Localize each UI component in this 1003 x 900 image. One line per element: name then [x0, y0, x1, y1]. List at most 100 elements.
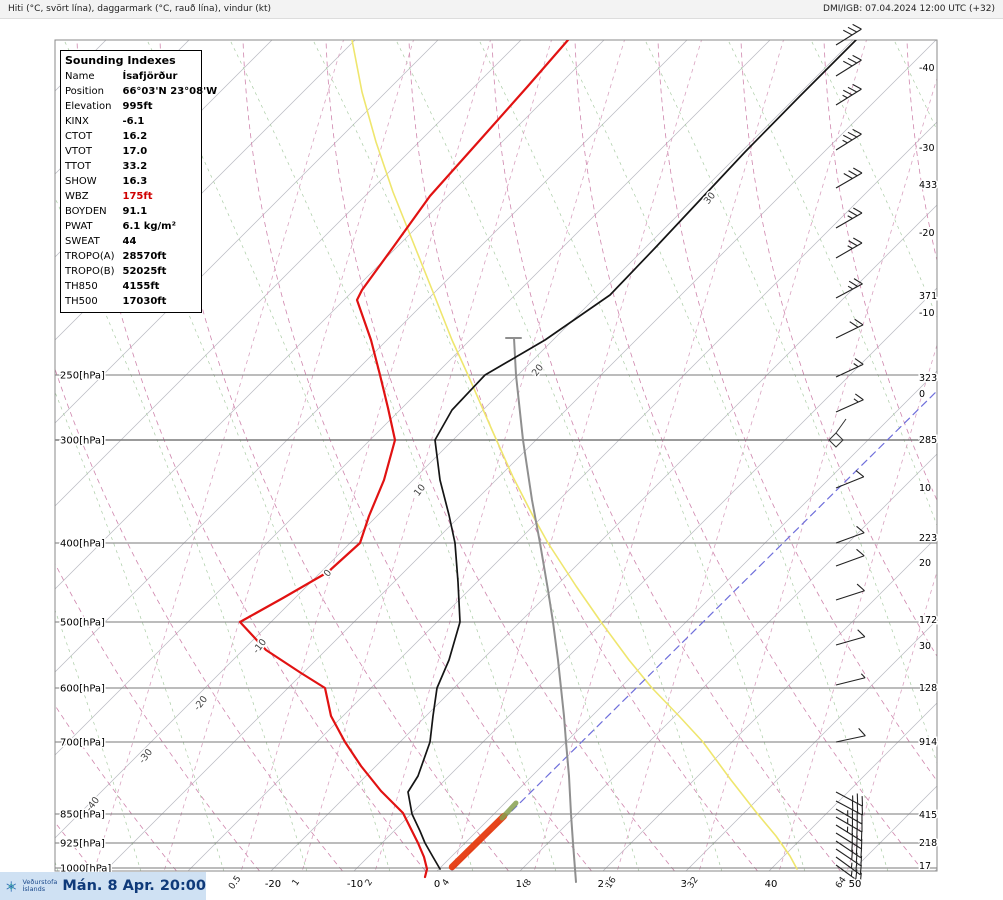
adiabat-label: 20 — [530, 362, 546, 378]
isotherm-line — [353, 287, 937, 871]
index-row: TROPO(B) 52025ft — [61, 264, 221, 279]
pressure-label: 700[hPa] — [60, 738, 105, 749]
moist-adiabat-line — [395, 40, 723, 871]
moist-adiabat-line — [893, 40, 937, 132]
index-row: Name Ísafjörður — [61, 69, 221, 84]
dewpoint-curve — [238, 40, 570, 879]
adiabat-label: -20 — [192, 694, 210, 713]
index-value: 17.0 — [122, 146, 148, 157]
isotherm-line — [602, 536, 937, 871]
wind-barb — [835, 358, 864, 378]
index-value: 16.3 — [122, 176, 148, 187]
wind-barb — [835, 548, 865, 567]
right-axis-label: 0 — [919, 389, 925, 400]
wind-barb — [835, 824, 863, 842]
pressure-label: 300[hPa] — [60, 436, 105, 447]
index-row: WBZ 175ft — [61, 189, 221, 204]
pressure-label: 400[hPa] — [60, 539, 105, 550]
pressure-label: 600[hPa] — [60, 684, 105, 695]
wind-barb — [835, 470, 865, 489]
wind-barb — [835, 673, 866, 686]
isotherm-line — [55, 40, 522, 507]
isotherm-line — [519, 453, 937, 871]
index-label: SHOW — [65, 176, 97, 187]
moist-adiabat-line — [977, 40, 1003, 885]
sounding-indexes-table: Name Ísafjörður Position 66°03'N 23°08'W Ele… — [61, 69, 221, 309]
index-row: BOYDEN 91.1 — [61, 204, 221, 219]
index-row: KINX -6.1 — [61, 114, 221, 129]
index-value: 28570ft — [122, 251, 167, 262]
right-axis-label: 323 — [919, 373, 937, 384]
index-value: 66°03'N 23°08'W — [122, 86, 218, 97]
index-row: VTOT 17.0 — [61, 144, 221, 159]
dry-adiabat-line — [0, 40, 22, 885]
wind-barb — [835, 727, 866, 743]
adiabat-label: 10 — [412, 482, 428, 498]
mixing-ratio-line — [163, 40, 414, 871]
right-axis-label: 415 — [919, 810, 937, 821]
index-label: Position — [65, 86, 104, 97]
isotherm-line — [685, 619, 937, 871]
wind-barb — [835, 83, 862, 106]
moist-adiabat-line — [229, 40, 557, 871]
temp-tick-label: 40 — [765, 879, 778, 890]
right-axis-label: -20 — [919, 228, 935, 239]
isotherm-line — [55, 40, 439, 424]
org-name: Veðurstofa Íslands — [22, 877, 58, 894]
dry-adiabat-line — [491, 40, 842, 871]
dry-adiabat-line — [906, 40, 937, 263]
right-axis-label: 172 — [919, 615, 937, 626]
temp-tick-label: -10 — [347, 879, 363, 890]
pressure-label: 850[hPa] — [60, 810, 105, 821]
moist-adiabat-line — [312, 40, 640, 871]
right-axis-label: 285 — [919, 435, 937, 446]
temp-tick-label: 50 — [849, 879, 862, 890]
plot-border — [54, 39, 938, 872]
moist-adiabat-line — [727, 40, 937, 527]
mixing-ratio-line — [93, 40, 344, 871]
wind-barb — [835, 393, 864, 413]
right-axis-label: 218 — [919, 838, 937, 849]
temp-tick-label: 30 — [681, 879, 694, 890]
dry-adiabat-line — [55, 367, 344, 871]
org-name-line1: Veðurstofa — [22, 877, 58, 886]
moist-adiabat-line — [561, 40, 889, 871]
right-axis-label: 128 — [919, 683, 937, 694]
dry-adiabat-line — [823, 40, 937, 502]
index-value: 17030ft — [122, 296, 167, 307]
wind-barb — [835, 629, 866, 646]
index-value: Ísafjörður — [122, 71, 178, 82]
index-label: TROPO(A) — [65, 251, 115, 262]
dry-adiabat-line — [740, 40, 937, 657]
dry-adiabat-line — [574, 40, 925, 871]
index-value: -6.1 — [122, 116, 145, 127]
index-label: BOYDEN — [65, 206, 107, 217]
wind-barb — [835, 237, 863, 259]
isotherm-line — [0, 40, 23, 871]
header-bar: Hiti (°C, svört lína), daggarmark (°C, r… — [0, 0, 1003, 19]
index-value: 33.2 — [122, 161, 148, 172]
header-right-title: DMI/IGB: 07.04.2024 12:00 UTC (+32) — [823, 4, 995, 14]
temp-tick-label: 20 — [598, 879, 611, 890]
index-value: 91.1 — [122, 206, 148, 217]
isotherm-line — [768, 702, 937, 871]
diamond-marker-icon — [828, 432, 844, 448]
highlight-segment — [499, 800, 519, 821]
right-axis-label: 20 — [919, 558, 931, 569]
mixing-ratio-label: 1 — [291, 878, 302, 888]
wind-barb — [835, 318, 864, 339]
adiabat-label: -30 — [137, 747, 155, 766]
index-value: 4155ft — [122, 281, 160, 292]
sounding-indexes-title: Sounding Indexes — [65, 54, 176, 67]
right-axis-label: 17 — [919, 861, 931, 872]
right-axis-label: -30 — [919, 143, 935, 154]
wind-barb — [835, 791, 864, 807]
index-value: 44 — [122, 236, 137, 247]
index-row: TTOT 33.2 — [61, 159, 221, 174]
moist-adiabat-line — [55, 860, 59, 871]
reference-yellow-curve — [351, 40, 798, 870]
pressure-label: 925[hPa] — [60, 839, 105, 850]
moist-adiabat-line — [478, 40, 806, 871]
